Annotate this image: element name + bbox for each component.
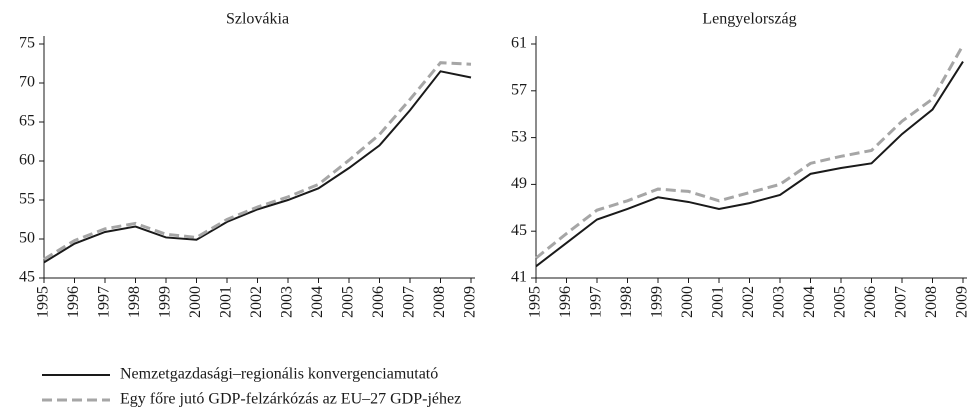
series-line <box>43 61 472 261</box>
legend-label: Egy főre jutó GDP-felzárkózás az EU–27 G… <box>120 391 461 408</box>
y-tick-label: 53 <box>511 128 527 145</box>
x-tick-label: 1995 <box>35 286 52 318</box>
x-tick-label: 1999 <box>649 286 666 318</box>
x-tick-label: 2001 <box>710 286 727 318</box>
x-tick-label: 2006 <box>862 286 879 318</box>
y-tick-label: 65 <box>19 113 35 130</box>
x-tick-label: 1995 <box>527 286 544 318</box>
x-tick-label: 2005 <box>340 286 357 318</box>
x-tick-label: 2004 <box>801 286 818 318</box>
x-tick-label: 2009 <box>462 286 479 318</box>
x-tick-label: 2004 <box>309 286 326 318</box>
x-tick-label: 1996 <box>65 286 82 318</box>
x-tick-label: 2009 <box>954 286 971 318</box>
y-tick-label: 60 <box>19 152 35 169</box>
x-tick-label: 2003 <box>771 286 788 318</box>
y-tick-label: 61 <box>511 35 527 52</box>
x-tick-label: 1998 <box>126 286 143 318</box>
x-tick-label: 2001 <box>218 286 235 318</box>
x-tick-label: 2005 <box>832 286 849 318</box>
y-tick-label: 41 <box>511 269 527 286</box>
x-tick-label: 2002 <box>248 286 265 318</box>
x-tick-label: 2003 <box>279 286 296 318</box>
y-tick-label: 75 <box>19 35 35 52</box>
chart-title: Lengyelország <box>702 11 796 28</box>
y-tick-label: 45 <box>19 269 35 286</box>
y-tick-label: 49 <box>511 175 527 192</box>
x-tick-label: 2007 <box>401 286 418 318</box>
chart-title: Szlovákia <box>226 11 289 28</box>
x-tick-label: 2006 <box>370 286 387 318</box>
series-line <box>535 61 964 268</box>
y-tick-label: 55 <box>19 191 35 208</box>
legend-label: Nemzetgazdasági–regionális konvergenciam… <box>120 366 438 383</box>
x-tick-label: 2008 <box>923 286 940 318</box>
y-tick-label: 50 <box>19 230 35 247</box>
series-line <box>43 70 472 264</box>
x-tick-label: 2000 <box>187 286 204 318</box>
series-line <box>535 44 965 260</box>
x-tick-label: 2002 <box>740 286 757 318</box>
x-tick-label: 2007 <box>893 286 910 318</box>
x-tick-label: 1996 <box>557 286 574 318</box>
x-tick-label: 1999 <box>157 286 174 318</box>
x-tick-label: 1998 <box>618 286 635 318</box>
x-tick-label: 1997 <box>96 286 113 318</box>
x-tick-label: 2000 <box>679 286 696 318</box>
x-tick-label: 2008 <box>431 286 448 318</box>
y-tick-label: 45 <box>511 222 527 239</box>
y-tick-label: 57 <box>511 81 527 98</box>
y-tick-label: 70 <box>19 74 35 91</box>
x-tick-label: 1997 <box>588 286 605 318</box>
